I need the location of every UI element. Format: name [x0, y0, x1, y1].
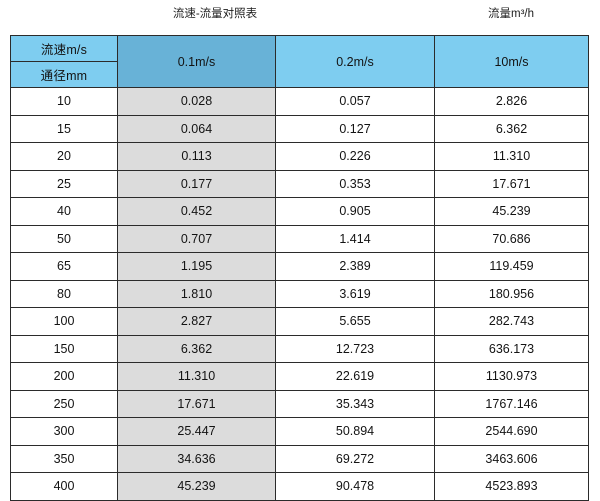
table-row: 20 0.113 0.226 11.310: [10, 142, 589, 171]
cell-flow-0-2ms: 0.057: [275, 87, 435, 116]
table-row: 300 25.447 50.894 2544.690: [10, 417, 589, 446]
table-row: 100 2.827 5.655 282.743: [10, 307, 589, 336]
cell-flow-0-1ms: 0.707: [117, 224, 276, 253]
cell-flow-0-1ms: 34.636: [117, 444, 276, 473]
cell-nominal-diameter: 65: [10, 252, 118, 281]
cell-flow-0-1ms: 17.671: [117, 389, 276, 418]
cell-nominal-diameter: 50: [10, 224, 118, 253]
table-row: 400 45.239 90.478 4523.893: [10, 472, 589, 501]
cell-flow-10ms: 119.459: [434, 252, 589, 281]
cell-flow-0-1ms: 0.452: [117, 197, 276, 226]
cell-flow-10ms: 4523.893: [434, 472, 589, 501]
column-header-0-1ms: 0.1m/s: [117, 35, 276, 88]
cell-flow-0-2ms: 12.723: [275, 334, 435, 363]
cell-nominal-diameter: 350: [10, 444, 118, 473]
flow-table-wrapper: 流速m/s 0.1m/s 0.2m/s 10m/s 通径mm 10 0.028 0.…: [10, 35, 589, 501]
corner-diameter-label: 通径mm: [10, 61, 118, 88]
caption-row: 流速-流量对照表 流量m³/h: [0, 0, 600, 36]
cell-flow-0-2ms: 0.353: [275, 169, 435, 198]
cell-flow-10ms: 70.686: [434, 224, 589, 253]
cell-nominal-diameter: 20: [10, 142, 118, 171]
cell-flow-0-1ms: 1.810: [117, 279, 276, 308]
cell-flow-0-2ms: 3.619: [275, 279, 435, 308]
table-row: 10 0.028 0.057 2.826: [10, 87, 589, 116]
cell-flow-0-2ms: 5.655: [275, 307, 435, 336]
cell-flow-0-1ms: 0.177: [117, 169, 276, 198]
table-row: 80 1.810 3.619 180.956: [10, 279, 589, 308]
column-header-10ms: 10m/s: [434, 35, 589, 88]
cell-flow-0-2ms: 69.272: [275, 444, 435, 473]
cell-flow-10ms: 11.310: [434, 142, 589, 171]
column-header-0-2ms: 0.2m/s: [275, 35, 435, 88]
table-row: 150 6.362 12.723 636.173: [10, 334, 589, 363]
cell-nominal-diameter: 40: [10, 197, 118, 226]
table-row: 15 0.064 0.127 6.362: [10, 114, 589, 143]
cell-flow-0-1ms: 0.064: [117, 114, 276, 143]
cell-flow-0-2ms: 50.894: [275, 417, 435, 446]
cell-flow-0-2ms: 90.478: [275, 472, 435, 501]
page-title: 流速-流量对照表: [172, 8, 258, 20]
corner-velocity-label: 流速m/s: [10, 35, 118, 62]
cell-nominal-diameter: 15: [10, 114, 118, 143]
table-row: 25 0.177 0.353 17.671: [10, 169, 589, 198]
header-row-top: 流速m/s 0.1m/s 0.2m/s 10m/s: [10, 35, 589, 88]
cell-flow-10ms: 180.956: [434, 279, 589, 308]
table-row: 50 0.707 1.414 70.686: [10, 224, 589, 253]
cell-flow-10ms: 636.173: [434, 334, 589, 363]
table-row: 65 1.195 2.389 119.459: [10, 252, 589, 281]
table-row: 40 0.452 0.905 45.239: [10, 197, 589, 226]
cell-flow-0-2ms: 0.127: [275, 114, 435, 143]
table-body: 10 0.028 0.057 2.826 15 0.064 0.127 6.362 20 0.11…: [10, 87, 589, 501]
cell-nominal-diameter: 25: [10, 169, 118, 198]
cell-flow-0-1ms: 2.827: [117, 307, 276, 336]
table-row: 350 34.636 69.272 3463.606: [10, 444, 589, 473]
cell-nominal-diameter: 80: [10, 279, 118, 308]
cell-flow-10ms: 2.826: [434, 87, 589, 116]
cell-flow-10ms: 6.362: [434, 114, 589, 143]
cell-flow-0-1ms: 11.310: [117, 362, 276, 391]
header-row-bottom: 通径mm: [10, 61, 589, 88]
cell-flow-10ms: 1767.146: [434, 389, 589, 418]
cell-flow-10ms: 45.239: [434, 197, 589, 226]
table-row: 250 17.671 35.343 1767.146: [10, 389, 589, 418]
cell-flow-10ms: 282.743: [434, 307, 589, 336]
cell-nominal-diameter: 150: [10, 334, 118, 363]
cell-flow-10ms: 2544.690: [434, 417, 589, 446]
cell-nominal-diameter: 250: [10, 389, 118, 418]
cell-flow-0-1ms: 0.028: [117, 87, 276, 116]
flow-rate-table: 流速m/s 0.1m/s 0.2m/s 10m/s 通径mm 10 0.028 0.…: [10, 35, 589, 501]
cell-flow-0-2ms: 22.619: [275, 362, 435, 391]
cell-flow-10ms: 17.671: [434, 169, 589, 198]
cell-flow-0-1ms: 0.113: [117, 142, 276, 171]
cell-flow-0-1ms: 6.362: [117, 334, 276, 363]
cell-flow-0-2ms: 35.343: [275, 389, 435, 418]
cell-nominal-diameter: 400: [10, 472, 118, 501]
cell-nominal-diameter: 100: [10, 307, 118, 336]
cell-flow-0-2ms: 0.226: [275, 142, 435, 171]
cell-flow-0-2ms: 1.414: [275, 224, 435, 253]
flow-unit-note: 流量m³/h: [488, 8, 534, 20]
cell-flow-0-1ms: 45.239: [117, 472, 276, 501]
cell-nominal-diameter: 200: [10, 362, 118, 391]
table-header: 流速m/s 0.1m/s 0.2m/s 10m/s 通径mm: [10, 35, 589, 88]
cell-flow-10ms: 3463.606: [434, 444, 589, 473]
cell-flow-0-1ms: 25.447: [117, 417, 276, 446]
cell-nominal-diameter: 10: [10, 87, 118, 116]
cell-nominal-diameter: 300: [10, 417, 118, 446]
cell-flow-0-2ms: 0.905: [275, 197, 435, 226]
cell-flow-10ms: 1130.973: [434, 362, 589, 391]
table-row: 200 11.310 22.619 1130.973: [10, 362, 589, 391]
cell-flow-0-2ms: 2.389: [275, 252, 435, 281]
cell-flow-0-1ms: 1.195: [117, 252, 276, 281]
